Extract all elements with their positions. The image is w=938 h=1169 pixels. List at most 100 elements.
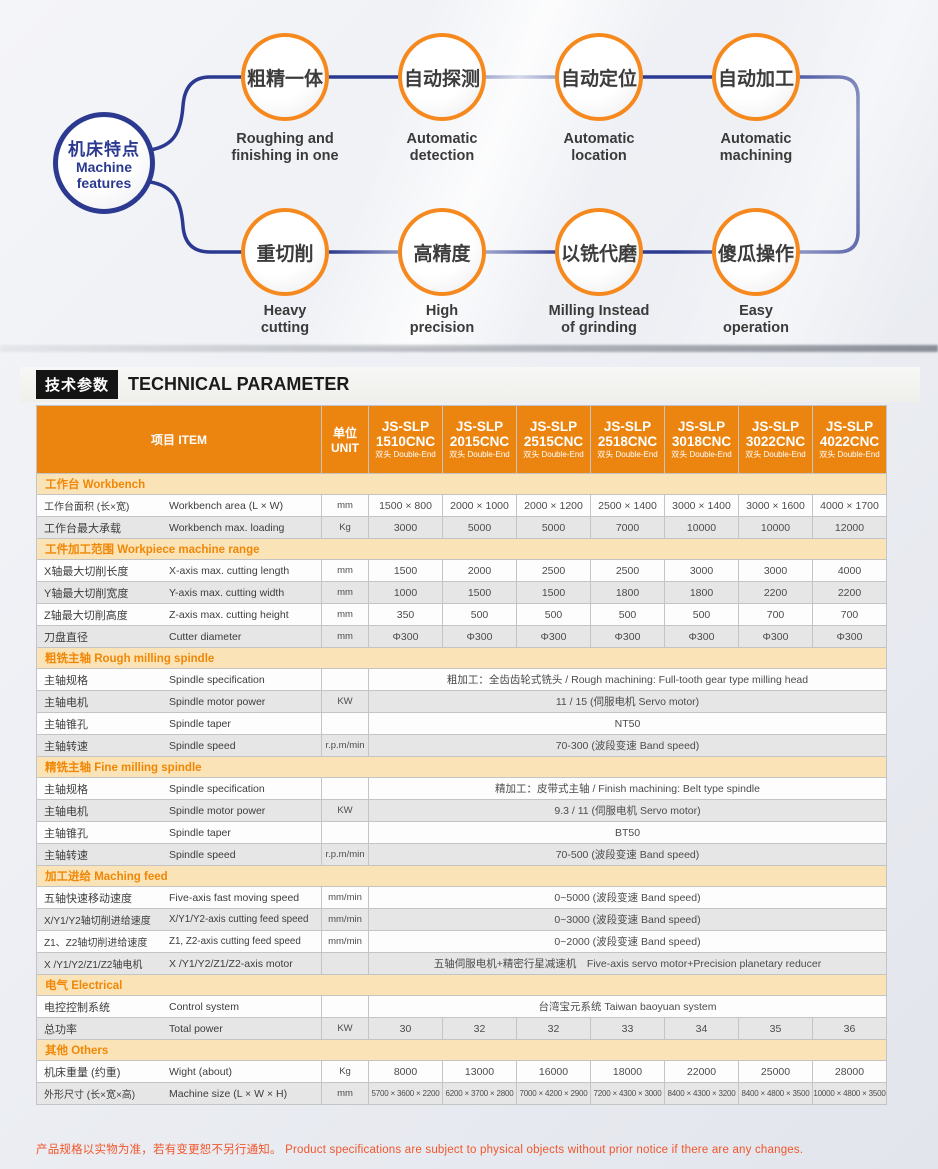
value-cell: 12000 xyxy=(812,516,887,539)
item-name-zh: 主轴规格 xyxy=(44,674,88,687)
model-subtitle: 双头 Double-End xyxy=(375,450,436,459)
unit-cell: KW xyxy=(321,799,369,822)
feature-label-en-line: precision xyxy=(409,320,475,337)
feature-label-en: Automatic machining xyxy=(681,131,831,165)
feature-label-zh: 傻瓜操作 xyxy=(717,243,794,265)
unit-cell: mm xyxy=(321,581,369,604)
feature-label-en-line: detection xyxy=(409,148,475,165)
value-cell: 6200 × 3700 × 2800 xyxy=(442,1082,517,1105)
section-title-cell: 其他 Others xyxy=(36,1039,887,1061)
table-section-row: 工作台 Workbench xyxy=(36,473,887,495)
value-cell: 2500 × 1400 xyxy=(590,494,665,517)
value-cell-span: 9.3 / 11 (伺服电机 Servo motor) xyxy=(368,799,887,822)
value-cell: 3000 xyxy=(368,516,443,539)
value-cell-span: 精加工：皮带式主轴 / Finish machining: Belt type … xyxy=(368,777,887,800)
value-cell: Φ300 xyxy=(590,625,665,648)
item-name-en: X /Y1/Y2/Z1/Z2-axis motor xyxy=(169,957,293,970)
value-cell: 500 xyxy=(516,603,591,626)
table-section-row: 其他 Others xyxy=(36,1039,887,1061)
footer-note: 产品规格以实物为准，若有变更恕不另行通知。 Product specificat… xyxy=(36,1144,804,1156)
section-divider xyxy=(0,345,938,352)
model-header: JS-SLP 4022CNC 双头 Double-End xyxy=(812,405,887,474)
section-title-en: TECHNICAL PARAMETER xyxy=(128,374,350,394)
feature-label-en-line: Milling Instead xyxy=(548,303,650,319)
item-name-zh: 工作台面积 (长×宽) xyxy=(44,502,130,513)
table-row: 主轴锥孔 Spindle taper BT50 xyxy=(36,821,887,844)
item-name-zh: Y轴最大切削宽度 xyxy=(44,587,129,600)
unit-cell: mm xyxy=(321,559,369,582)
value-cell: 3000 × 1600 xyxy=(738,494,813,517)
value-cell: 1800 xyxy=(664,581,739,604)
feature-label-en-line: Automatic xyxy=(720,131,792,147)
value-cell-span: 70-500 (波段变速 Band speed) xyxy=(368,843,887,866)
item-name-zh: Z轴最大切削高度 xyxy=(44,609,128,622)
feature-label-en-line: cutting xyxy=(260,320,310,337)
item-name-en: X/Y1/Y2-axis cutting feed speed xyxy=(169,914,309,925)
item-name-en: Control system xyxy=(169,1000,240,1013)
table-row: 主轴锥孔 Spindle taper NT50 xyxy=(36,712,887,735)
table-row: 外形尺寸 (长×宽×高) Machine size (L × W × H) mm 57… xyxy=(36,1082,887,1105)
feature-node: 傻瓜操作 xyxy=(712,208,800,296)
value-cell: 18000 xyxy=(590,1060,665,1083)
unit-cell: r.p.m/min xyxy=(321,734,369,757)
unit-cell: mm/min xyxy=(321,886,369,909)
section-title-zh-badge: 技术参数 xyxy=(36,370,119,399)
value-cell: 2500 xyxy=(516,559,591,582)
unit-cell xyxy=(321,821,369,844)
value-cell: Φ300 xyxy=(812,625,887,648)
model-subtitle: 双头 Double-End xyxy=(819,450,880,459)
value-cell: 1500 xyxy=(516,581,591,604)
value-cell: Φ300 xyxy=(442,625,517,648)
feature-node: 自动定位 xyxy=(555,33,643,121)
feature-label-en-line: finishing in one xyxy=(231,148,339,165)
feature-label-zh: 高精度 xyxy=(413,243,471,265)
value-cell: 28000 xyxy=(812,1060,887,1083)
value-cell: 32 xyxy=(442,1017,517,1040)
item-name-en: Cutter diameter xyxy=(169,630,242,643)
item-cell: X轴最大切削长度 X-axis max. cutting length xyxy=(36,559,322,582)
item-name-zh: X /Y1/Y2/Z1/Z2轴电机 xyxy=(44,960,143,971)
model-subtitle: 双头 Double-End xyxy=(745,450,806,459)
value-cell: 3000 xyxy=(664,559,739,582)
value-cell: 7000 × 4200 × 2900 xyxy=(516,1082,591,1105)
table-header: 项目 ITEM 单位 UNIT JS-SLP 1510CNC 双头 Double-End J… xyxy=(36,405,887,474)
value-cell-span: 0~5000 (波段变速 Band speed) xyxy=(368,886,887,909)
unit-cell: mm xyxy=(321,1082,369,1105)
feature-label-en: Heavy cutting xyxy=(210,303,360,337)
value-cell: 2200 xyxy=(738,581,813,604)
feature-label-zh: 自动加工 xyxy=(717,68,794,90)
feature-label-zh: 自动探测 xyxy=(403,68,480,90)
item-name-zh: X/Y1/Y2轴切削进给速度 xyxy=(44,916,151,927)
unit-cell: mm xyxy=(321,603,369,626)
item-cell: Z1、Z2轴切削进给速度 Z1, Z2-axis cutting feed spe… xyxy=(36,930,322,953)
technical-parameter-table: 项目 ITEM 单位 UNIT JS-SLP 1510CNC 双头 Double-End J… xyxy=(36,405,887,1105)
model-prefix: JS-SLP xyxy=(455,419,504,434)
item-name-zh: X轴最大切削长度 xyxy=(44,565,129,578)
value-cell: 500 xyxy=(442,603,517,626)
feature-label-zh: 粗精一体 xyxy=(246,68,323,90)
table-row: Z轴最大切削高度 Z-axis max. cutting height mm 350 5… xyxy=(36,603,887,626)
table-row: 工作台最大承载 Workbench max. loading Kg 3000 5000 5… xyxy=(36,516,887,539)
item-name-zh: 主轴锥孔 xyxy=(44,827,88,840)
model-code: 2515CNC xyxy=(523,434,584,449)
table-row: 主轴转速 Spindle speed r.p.m/min 70-300 (波段变速 B… xyxy=(36,734,887,757)
feature-label-en-line: operation xyxy=(722,320,790,337)
model-code: 4022CNC xyxy=(819,434,880,449)
item-cell: 五轴快速移动速度 Five-axis fast moving speed xyxy=(36,886,322,909)
table-row: 主轴电机 Spindle motor power KW 11 / 15 (伺服电机 S… xyxy=(36,690,887,713)
value-cell-span: 五轴伺服电机+精密行星减速机 Five-axis servo motor+Pre… xyxy=(368,952,887,975)
value-cell: Φ300 xyxy=(664,625,739,648)
machine-features-title-en-line2: features xyxy=(76,174,132,191)
section-title-cell: 加工进给 Maching feed xyxy=(36,865,887,887)
value-cell-span: BT50 xyxy=(368,821,887,844)
item-cell: 工作台面积 (长×宽) Workbench area (L × W) xyxy=(36,494,322,517)
table-row: X轴最大切削长度 X-axis max. cutting length mm 1500… xyxy=(36,559,887,582)
item-cell: 主轴转速 Spindle speed xyxy=(36,734,322,757)
model-header: JS-SLP 3022CNC 双头 Double-End xyxy=(738,405,813,474)
technical-parameter-title: 技术参数 TECHNICAL PARAMETER xyxy=(20,367,920,402)
feature-label-en-line: Heavy xyxy=(263,303,307,319)
value-cell-span: 0~3000 (波段变速 Band speed) xyxy=(368,908,887,931)
item-cell: 主轴电机 Spindle motor power xyxy=(36,799,322,822)
model-prefix: JS-SLP xyxy=(381,419,430,434)
connector-lines-icon xyxy=(148,75,860,254)
